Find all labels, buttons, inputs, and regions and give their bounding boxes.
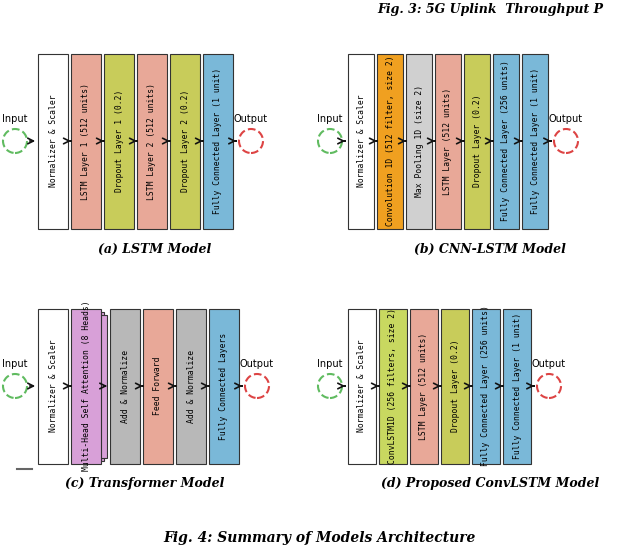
Bar	[522, 53, 548, 229]
Text: Dropout Layer 2 (0.2): Dropout Layer 2 (0.2)	[180, 90, 189, 192]
Bar	[472, 309, 500, 463]
Bar	[38, 53, 68, 229]
Text: Fig. 4: Summary of Models Architecture: Fig. 4: Summary of Models Architecture	[164, 531, 476, 545]
Text: Output: Output	[532, 359, 566, 369]
Text: LSTM Layer (512 units): LSTM Layer (512 units)	[444, 88, 452, 195]
Bar	[406, 53, 432, 229]
Text: Fully Connected Layer (256 units): Fully Connected Layer (256 units)	[481, 306, 490, 467]
Bar	[377, 53, 403, 229]
Text: LSTM Layer 2 (512 units): LSTM Layer 2 (512 units)	[147, 83, 157, 199]
Text: Dropout Layer 1 (0.2): Dropout Layer 1 (0.2)	[115, 90, 124, 192]
Bar	[38, 309, 68, 463]
Bar	[110, 309, 140, 463]
Bar	[503, 309, 531, 463]
Bar	[493, 53, 519, 229]
Bar	[209, 309, 239, 463]
Text: Feed Forward: Feed Forward	[154, 356, 163, 415]
Text: (b) CNN-LSTM Model: (b) CNN-LSTM Model	[414, 242, 566, 256]
Text: Convolution 1D (512 filter, size 2): Convolution 1D (512 filter, size 2)	[385, 56, 394, 226]
Text: Input: Input	[317, 114, 343, 124]
Text: Output: Output	[240, 359, 274, 369]
Text: Fully Connected Layers: Fully Connected Layers	[220, 332, 228, 440]
Bar	[74, 311, 104, 461]
Text: Fig. 3: 5G Uplink  Throughput P: Fig. 3: 5G Uplink Throughput P	[377, 3, 603, 16]
Text: Normalizer & Scaler: Normalizer & Scaler	[49, 95, 58, 187]
Bar	[71, 53, 101, 229]
Text: Fully Connected Layer (1 unit): Fully Connected Layer (1 unit)	[531, 68, 540, 214]
Text: Output: Output	[549, 114, 583, 124]
Text: Input: Input	[3, 359, 28, 369]
Bar	[203, 53, 233, 229]
Bar	[348, 53, 374, 229]
Text: (a) LSTM Model: (a) LSTM Model	[99, 242, 212, 256]
Text: Add & Normalize: Add & Normalize	[186, 349, 195, 423]
Text: Input: Input	[317, 359, 343, 369]
Bar	[71, 309, 101, 463]
Bar	[104, 53, 134, 229]
Text: Max Pooling 1D (size 2): Max Pooling 1D (size 2)	[415, 85, 424, 197]
Text: LSTM Layer 1 (512 units): LSTM Layer 1 (512 units)	[81, 83, 90, 199]
Text: LSTM Layer (512 units): LSTM Layer (512 units)	[419, 332, 429, 440]
Bar	[176, 309, 206, 463]
Bar	[441, 309, 469, 463]
Text: Fully Connected Layer (1 unit): Fully Connected Layer (1 unit)	[513, 313, 522, 459]
Bar	[464, 53, 490, 229]
Bar	[348, 309, 376, 463]
Text: Input: Input	[3, 114, 28, 124]
Text: Dropout Layer (0.2): Dropout Layer (0.2)	[451, 339, 460, 433]
Bar	[137, 53, 167, 229]
Text: Output: Output	[234, 114, 268, 124]
Bar	[170, 53, 200, 229]
Bar	[435, 53, 461, 229]
Text: (d) Proposed ConvLSTM Model: (d) Proposed ConvLSTM Model	[381, 478, 599, 490]
Text: Fully Connected Layer (1 unit): Fully Connected Layer (1 unit)	[214, 68, 223, 214]
Text: Add & Normalize: Add & Normalize	[120, 349, 129, 423]
Text: Normalizer & Scaler: Normalizer & Scaler	[358, 339, 367, 433]
Text: Fully Connected Layer (256 units): Fully Connected Layer (256 units)	[502, 61, 511, 222]
Bar	[410, 309, 438, 463]
Text: Normalizer & Scaler: Normalizer & Scaler	[356, 95, 365, 187]
Text: Dropout Layer (0.2): Dropout Layer (0.2)	[472, 95, 481, 187]
Bar	[77, 315, 107, 457]
Bar	[143, 309, 173, 463]
Bar	[379, 309, 407, 463]
Text: ConvLSTM1D (256 filters, size 2): ConvLSTM1D (256 filters, size 2)	[388, 308, 397, 464]
Text: (c) Transformer Model: (c) Transformer Model	[65, 478, 225, 490]
Text: Multi-Head Self Attention (8 Heads): Multi-Head Self Attention (8 Heads)	[81, 301, 90, 471]
Text: Normalizer & Scaler: Normalizer & Scaler	[49, 339, 58, 433]
